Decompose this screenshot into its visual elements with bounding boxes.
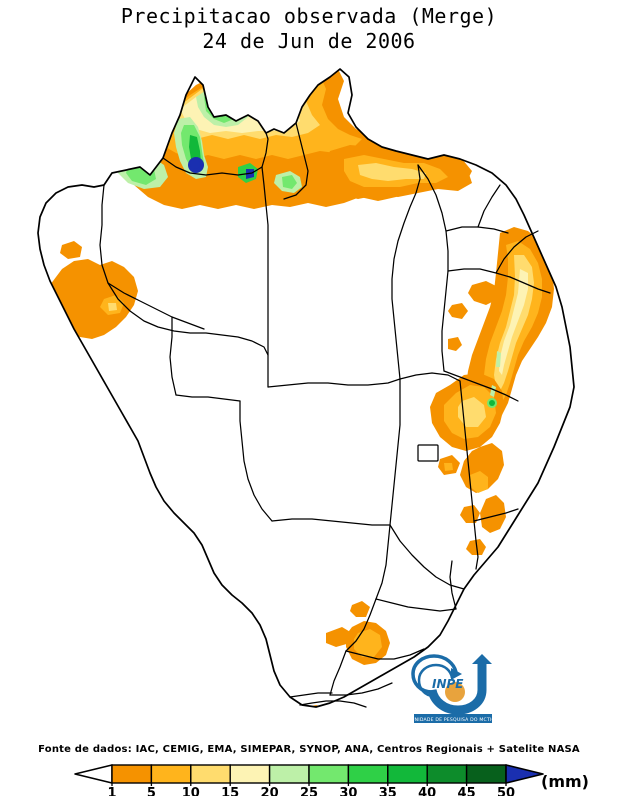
legend-tick-labels: 1 5 10 15 20 25 30 35 40 45 50 (107, 783, 515, 796)
legend-under-arrow (74, 764, 113, 784)
legend-tick-label-45: 45 (458, 786, 476, 796)
inpe-logo: INPE UNIDADE DE PESQUISA DO MCTIC (396, 652, 508, 724)
legend-tick-label-10: 10 (182, 786, 200, 796)
legend-bin-1-5 (111, 764, 153, 784)
logo-subtitle-bar (414, 714, 492, 723)
legend-tick-label-50: 50 (497, 786, 515, 796)
legend-tick-label-1: 1 (107, 786, 116, 796)
legend-bin-40-45 (426, 764, 468, 784)
legend-bin-15-20 (229, 764, 271, 784)
page-title: Precipitacao observada (Merge) 24 de Jun… (0, 4, 618, 54)
legend-tick-label-5: 5 (147, 786, 156, 796)
data-source-note: Fonte de dados: IAC, CEMIG, EMA, SIMEPAR… (38, 744, 580, 755)
legend-tick-label-15: 15 (221, 786, 239, 796)
legend-over-arrow (505, 764, 544, 784)
logo-dot (445, 682, 465, 702)
logo-wordmark: INPE (432, 677, 464, 691)
legend-bin-25-30 (308, 764, 350, 784)
legend-tick-label-25: 25 (300, 786, 318, 796)
legend-tick-label-20: 20 (261, 786, 279, 796)
legend-bin-35-40 (387, 764, 428, 784)
legend-bin-20-25 (268, 764, 310, 784)
brazil-outline (37, 68, 575, 708)
precip-west-amazon-block (46, 241, 138, 339)
precip-south-block (284, 601, 390, 707)
legend-unit-label: (mm) (541, 772, 589, 791)
logo-subtitle: UNIDADE DE PESQUISA DO MCTIC (411, 717, 495, 723)
legend-bin-10-15 (190, 764, 231, 784)
legend-bin-45-50 (465, 764, 507, 784)
precipitation-map (0, 55, 618, 735)
legend-tick-label-30: 30 (339, 786, 357, 796)
legend-tick-label-40: 40 (418, 786, 436, 796)
legend-tick-label-35: 35 (379, 786, 397, 796)
title-line-1: Precipitacao observada (Merge) (120, 4, 498, 28)
color-legend: 1 5 10 15 20 25 30 35 40 45 50 (0, 762, 618, 796)
legend-bins (111, 764, 507, 784)
legend-bin-5-10 (150, 764, 192, 784)
precip-northeast-block (430, 227, 554, 555)
precipitation-field (46, 69, 554, 707)
legend-bin-30-35 (347, 764, 389, 784)
title-line-2: 24 de Jun de 2006 (202, 29, 416, 53)
state-borders (99, 122, 551, 708)
